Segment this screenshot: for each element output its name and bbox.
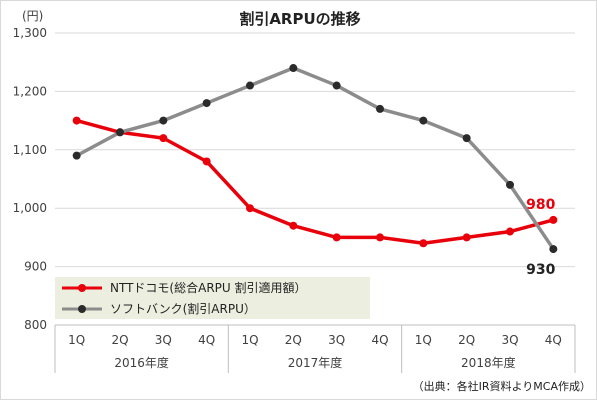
legend-label-docomo: NTTドコモ(総合ARPU 割引適用額） — [110, 280, 307, 295]
x-tick-label: 4Q — [371, 333, 388, 347]
data-point-softbank — [462, 134, 471, 143]
source-note: （出典：各社IR資料よりMCA作成） — [413, 379, 591, 393]
data-point-docomo — [419, 239, 428, 248]
x-group-label: 2016年度 — [114, 355, 169, 370]
y-tick-label: 1,000 — [13, 201, 47, 215]
data-point-docomo — [549, 215, 558, 224]
x-tick-label: 3Q — [155, 333, 172, 347]
data-point-docomo — [506, 227, 514, 236]
x-tick-label: 3Q — [328, 333, 345, 347]
x-tick-label: 4Q — [545, 333, 562, 347]
data-point-softbank — [289, 64, 298, 73]
y-unit-label: (円) — [22, 9, 43, 23]
y-tick-label: 1,300 — [13, 26, 47, 40]
x-tick-label: 1Q — [241, 333, 258, 347]
x-axis: 1Q 2Q 3Q 4Q 1Q 2Q 3Q 4Q 1Q 2Q 3Q 4Q 2016年度 2017年度 2018… — [54, 324, 576, 373]
data-point-docomo — [289, 221, 298, 230]
x-tick-label: 2Q — [285, 333, 302, 347]
data-point-softbank — [246, 81, 254, 90]
data-point-softbank — [159, 116, 168, 125]
data-point-softbank — [419, 116, 428, 125]
legend: NTTドコモ(総合ARPU 割引適用額） ソフトバンク(割引ARPU） — [55, 277, 370, 319]
data-point-docomo — [462, 233, 471, 242]
end-labels: 980 930 — [526, 197, 555, 278]
legend-marker-docomo — [78, 284, 86, 292]
x-group-label: 2017年度 — [288, 355, 343, 370]
x-tick-label: 2Q — [111, 333, 128, 347]
y-axis-tick-labels: 800 900 1,000 1,100 1,200 1,300 — [13, 26, 47, 332]
legend-background — [55, 277, 370, 319]
y-tick-label: 1,200 — [13, 84, 47, 98]
data-point-softbank — [116, 128, 124, 137]
series-lines — [72, 64, 558, 254]
series-line-docomo — [76, 118, 554, 245]
y-tick-label: 900 — [24, 260, 47, 274]
chart-title: 割引ARPUの推移 — [239, 10, 360, 28]
data-point-docomo — [202, 157, 211, 166]
y-tick-label: 1,100 — [13, 143, 47, 157]
x-tick-label: 3Q — [501, 333, 518, 347]
data-point-docomo — [376, 233, 384, 242]
data-point-softbank — [202, 99, 211, 108]
x-tick-label: 2Q — [458, 333, 475, 347]
data-point-docomo — [72, 116, 81, 125]
data-point-docomo — [332, 233, 341, 242]
data-point-softbank — [72, 151, 81, 160]
x-tick-label: 1Q — [415, 333, 432, 347]
data-point-docomo — [159, 134, 168, 143]
x-tick-label: 1Q — [68, 333, 85, 347]
legend-marker-softbank — [78, 305, 86, 313]
data-point-softbank — [376, 104, 384, 113]
end-label-softbank: 930 — [526, 262, 555, 278]
series-line-softbank — [75, 66, 555, 251]
data-point-softbank — [549, 245, 558, 254]
data-point-softbank — [332, 81, 341, 90]
y-tick-label: 800 — [24, 318, 47, 332]
end-label-docomo: 980 — [526, 197, 555, 213]
data-point-docomo — [246, 204, 254, 213]
data-point-softbank — [506, 180, 514, 189]
x-group-label: 2018年度 — [461, 355, 516, 370]
x-tick-label: 4Q — [198, 333, 215, 347]
legend-label-softbank: ソフトバンク(割引ARPU） — [110, 301, 256, 316]
